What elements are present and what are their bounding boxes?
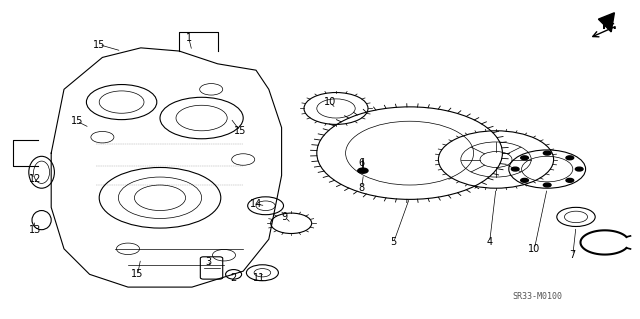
Text: 8: 8: [358, 183, 365, 193]
Polygon shape: [598, 13, 614, 32]
Text: 15: 15: [70, 116, 83, 126]
Text: 15: 15: [93, 40, 106, 50]
Text: 12: 12: [29, 174, 42, 184]
Text: 10: 10: [528, 244, 541, 254]
Text: 4: 4: [486, 237, 493, 248]
Text: 7: 7: [570, 250, 576, 260]
Text: 11: 11: [253, 272, 266, 283]
Circle shape: [358, 168, 368, 173]
Text: 1: 1: [186, 33, 192, 43]
Text: 9: 9: [282, 212, 288, 222]
Text: 6: 6: [358, 158, 365, 168]
Text: 10: 10: [323, 97, 336, 107]
Text: 14: 14: [250, 199, 262, 209]
Circle shape: [521, 178, 529, 182]
Text: SR33-M0100: SR33-M0100: [513, 292, 563, 301]
Circle shape: [521, 156, 529, 160]
Circle shape: [543, 151, 551, 155]
Text: 15: 15: [131, 269, 144, 279]
Text: 13: 13: [29, 225, 42, 235]
Circle shape: [566, 156, 573, 160]
Text: 15: 15: [234, 126, 246, 136]
Circle shape: [566, 178, 573, 182]
Text: 5: 5: [390, 237, 397, 248]
Text: 3: 3: [205, 256, 211, 267]
Circle shape: [575, 167, 583, 171]
Circle shape: [511, 167, 519, 171]
Text: Fr.: Fr.: [602, 20, 616, 31]
Circle shape: [543, 183, 551, 187]
Text: 2: 2: [230, 272, 237, 283]
